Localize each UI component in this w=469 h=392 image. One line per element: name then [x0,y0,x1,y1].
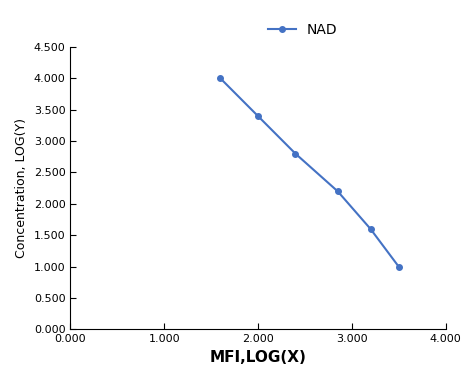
NAD [218,76,223,81]
Line: NAD: NAD [218,76,401,269]
NAD [255,114,261,118]
X-axis label: MFI,LOG(X): MFI,LOG(X) [210,350,306,365]
NAD [396,264,401,269]
Legend: NAD: NAD [263,17,343,42]
NAD [293,151,298,156]
NAD [335,189,340,194]
NAD [368,227,373,231]
Y-axis label: Concentration, LOG(Y): Concentration, LOG(Y) [15,118,28,258]
